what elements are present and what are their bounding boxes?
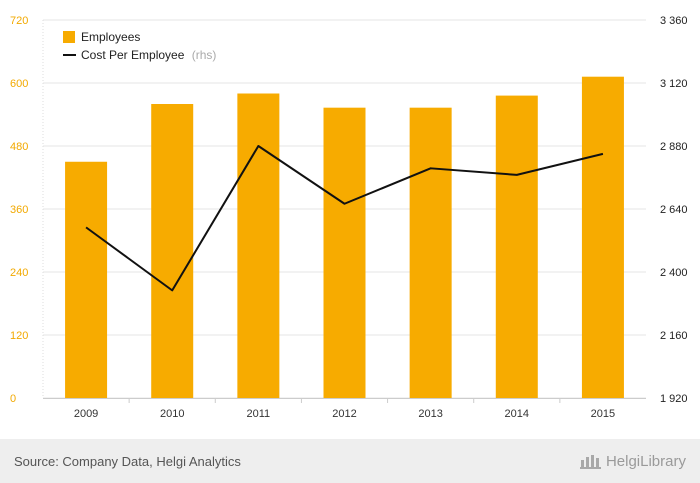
- y-right-tick-label: 2 400: [660, 267, 688, 279]
- x-tick-label: 2015: [591, 408, 615, 420]
- legend-label-cost-per-employee: Cost Per Employee (rhs): [81, 48, 216, 62]
- bar-employees: [495, 95, 538, 398]
- bar-employees: [237, 93, 280, 398]
- source-note: Source: Company Data, Helgi Analytics: [14, 453, 241, 469]
- y-right-tick-label: 3 360: [660, 15, 688, 27]
- helgi-logo-icon: [579, 455, 601, 469]
- y-axis-right: 1 920 2 160 2 400 2 640 2 880 3 120 3 360: [660, 15, 688, 405]
- legend-rhs-note: (rhs): [192, 48, 217, 62]
- brand-name: HelgiLibrary: [605, 452, 686, 470]
- y-left-tick-label: 600: [10, 78, 28, 90]
- legend: Employees Cost Per Employee (rhs): [63, 30, 216, 62]
- x-axis: 2009 2010 2011 2012 2013 2014 2015: [43, 398, 646, 420]
- legend-swatch-employees: [63, 31, 75, 43]
- legend-series-name: Cost Per Employee: [81, 48, 185, 62]
- legend-label-employees: Employees: [81, 30, 140, 44]
- y-right-tick-label: 1 920: [660, 393, 688, 405]
- y-right-tick-label: 2 160: [660, 330, 688, 342]
- y-left-tick-label: 480: [10, 141, 28, 153]
- x-tick-label: 2012: [332, 408, 356, 420]
- y-left-tick-label: 0: [10, 393, 16, 405]
- line-series-cost-per-employee: [85, 145, 604, 292]
- bar-series-employees: [65, 76, 624, 399]
- y-left-tick-label: 360: [10, 204, 28, 216]
- bar-employees: [65, 161, 108, 398]
- x-tick-label: 2010: [160, 408, 184, 420]
- x-tick-label: 2009: [74, 408, 98, 420]
- bar-employees: [323, 107, 366, 399]
- bar-employees: [581, 76, 624, 398]
- y-left-tick-label: 720: [10, 15, 28, 27]
- y-right-tick-label: 2 640: [660, 204, 688, 216]
- chart: 0 120 240 360 480 600 720 1 920 2 160 2 400 2 640…: [10, 15, 688, 420]
- x-tick-label: 2011: [247, 408, 271, 420]
- brand[interactable]: HelgiLibrary: [579, 452, 686, 470]
- x-tick-label: 2013: [418, 408, 442, 420]
- y-right-tick-label: 2 880: [660, 141, 688, 153]
- x-tick-label: 2014: [505, 408, 529, 420]
- y-left-tick-label: 120: [10, 330, 28, 342]
- bar-employees: [409, 107, 452, 399]
- bar-employees: [151, 104, 194, 398]
- footer: Source: Company Data, Helgi Analytics He…: [0, 439, 700, 483]
- y-right-tick-label: 3 120: [660, 78, 688, 90]
- y-axis-left: 0 120 240 360 480 600 720: [10, 15, 28, 405]
- y-left-tick-label: 240: [10, 267, 28, 279]
